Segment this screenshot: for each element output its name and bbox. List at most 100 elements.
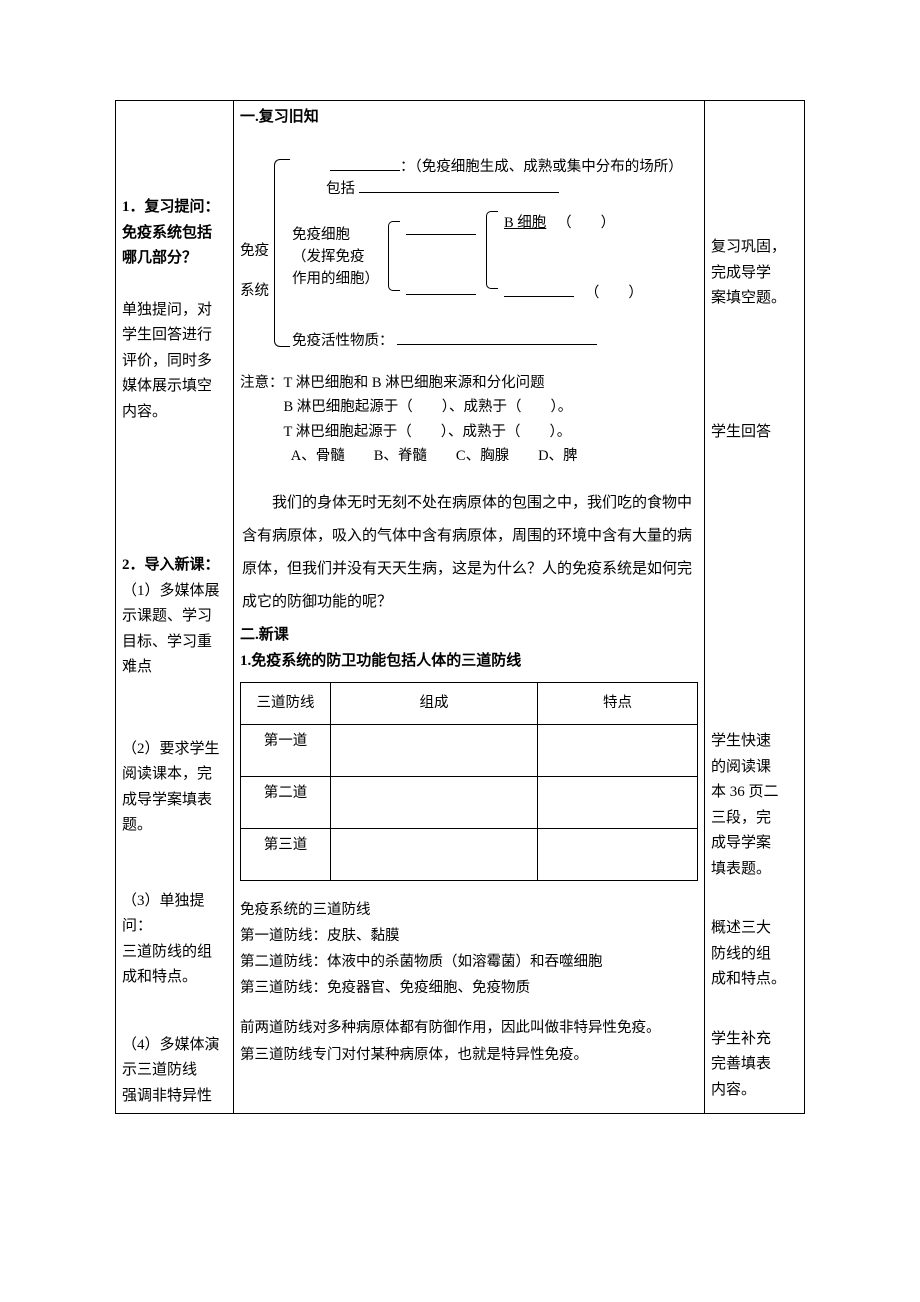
student-column: 复习巩固， 完成导学 案填空题。 学生回答 学生快速 的阅读课 本 36 页二 … [705, 101, 805, 1114]
cell-empty [331, 725, 538, 777]
q2b-line: 题。 [122, 813, 227, 839]
left-q2b: （2）要求学生 阅读课本，完 成导学案填表 题。 [122, 737, 227, 839]
diagram-cells-l3: 作用的细胞） [292, 267, 379, 292]
note-block: 注意：T 淋巴细胞和 B 淋巴细胞来源和分化问题 B 淋巴细胞起源于（ ）、成熟… [240, 371, 698, 470]
q2c-line: 成和特点。 [122, 965, 227, 991]
diagram-root-l1: 免疫 [240, 239, 269, 264]
q2d-line: 强调非特异性 [122, 1084, 227, 1110]
q2c-line: 三道防线的组 [122, 940, 227, 966]
q2a-line: （1）多媒体展 [122, 579, 227, 605]
r1-line: 完成导学 [711, 261, 798, 287]
blank-include [359, 178, 559, 193]
cell-empty [538, 829, 698, 881]
q2-title: 2．导入新课： [122, 553, 227, 579]
line-2: 第二道防线：体液中的杀菌物质（如溶霉菌）和吞噬细胞 [240, 949, 698, 975]
row-label: 第一道 [241, 725, 331, 777]
intro-paragraph: 我们的身体无时无刻不处在病原体的包围之中，我们吃的食物中含有病原体，吸入的气体中… [242, 487, 696, 619]
q1-title-line: 1．复习提问： [122, 195, 227, 221]
q1-note-line: 单独提问，对 [122, 298, 227, 324]
r5-line: 内容。 [711, 1078, 798, 1104]
r4-line: 防线的组 [711, 942, 798, 968]
r4-line: 概述三大 [711, 916, 798, 942]
q1-note-line: 内容。 [122, 400, 227, 426]
content-column: 一.复习旧知 免疫 系统 ：（免疫细胞生成、成熟或集中分布的场所） 包括 [234, 101, 705, 1114]
table-header: 三道防线 [241, 683, 331, 725]
right-r5: 学生补充 完善填表 内容。 [711, 1027, 798, 1104]
defense-lines-table: 三道防线 组成 特点 第一道 第二道 第三道 [240, 682, 698, 881]
r5-line: 完善填表 [711, 1052, 798, 1078]
q1-note-line: 评价，同时多 [122, 349, 227, 375]
r1-line: 复习巩固， [711, 235, 798, 261]
right-r2: 学生回答 [711, 420, 798, 446]
brace-icon [388, 221, 400, 291]
left-q2c: （3）单独提问： 三道防线的组 成和特点。 [122, 889, 227, 991]
note-b-line: B 淋巴细胞起源于（ ）、成熟于（ ）。 [240, 395, 698, 420]
r3-line: 三段，完 [711, 806, 798, 832]
brace-icon [486, 211, 498, 289]
defense-lines-text: 免疫系统的三道防线 第一道防线：皮肤、黏膜 第二道防线：体液中的杀菌物质（如溶霉… [240, 897, 698, 1001]
left-q2-title: 2．导入新课： （1）多媒体展 示课题、学习 目标、学习重 难点 [122, 553, 227, 681]
layout-table: 1．复习提问： 免疫系统包括 哪几部分？ 单独提问，对 学生回答进行 评价，同时… [115, 100, 805, 1114]
r1-line: 案填空题。 [711, 286, 798, 312]
q2d-line: （4）多媒体演 [122, 1033, 227, 1059]
table-header: 组成 [331, 683, 538, 725]
line-1: 第一道防线：皮肤、黏膜 [240, 923, 698, 949]
cell-empty [538, 777, 698, 829]
table-header: 特点 [538, 683, 698, 725]
q1-note-line: 学生回答进行 [122, 323, 227, 349]
diagram-root-l2: 系统 [240, 279, 269, 304]
diagram-cells-l1: 免疫细胞 [292, 223, 350, 248]
q2b-line: 阅读课本，完 [122, 762, 227, 788]
row-label: 第二道 [241, 777, 331, 829]
r2-line: 学生回答 [711, 420, 798, 446]
note-title: 注意：T 淋巴细胞和 B 淋巴细胞来源和分化问题 [240, 371, 698, 396]
blank-active-sub [397, 330, 597, 345]
blank-cell-type-2 [406, 279, 476, 304]
table-row: 第二道 [241, 777, 698, 829]
tail-text: 前两道防线对多种病原体都有防御作用，因此叫做非特异性免疫。 第三道防线专门对付某… [240, 1015, 698, 1067]
q2a-line: 目标、学习重 [122, 630, 227, 656]
diagram-top-row: ：（免疫细胞生成、成熟或集中分布的场所） [330, 155, 683, 180]
blank-cell-type-1 [406, 219, 476, 244]
b-cell-row: B 细胞 （ ） [504, 211, 615, 236]
note-t-line: T 淋巴细胞起源于（ ）、成熟于（ ）。 [240, 420, 698, 445]
q1-title-line: 免疫系统包括 [122, 221, 227, 247]
r4-line: 成和特点。 [711, 967, 798, 993]
q2c-line: （3）单独提问： [122, 889, 227, 940]
r3-line: 本 36 页二 [711, 780, 798, 806]
right-r1: 复习巩固， 完成导学 案填空题。 [711, 235, 798, 312]
left-q2d: （4）多媒体演 示三道防线 强调非特异性 [122, 1033, 227, 1110]
q1-title-line: 哪几部分？ [122, 246, 227, 272]
section-b1-heading: 1.免疫系统的防卫功能包括人体的三道防线 [240, 649, 698, 675]
teacher-column: 1．复习提问： 免疫系统包括 哪几部分？ 单独提问，对 学生回答进行 评价，同时… [116, 101, 234, 1114]
diagram-include: 包括 [326, 177, 559, 202]
r3-line: 的阅读课 [711, 755, 798, 781]
section-b-heading: 二.新课 [240, 623, 698, 649]
page: 1．复习提问： 免疫系统包括 哪几部分？ 单独提问，对 学生回答进行 评价，同时… [0, 0, 920, 1302]
immune-system-diagram: 免疫 系统 ：（免疫细胞生成、成熟或集中分布的场所） 包括 免疫细胞 （发挥免疫 [240, 151, 698, 361]
left-q1-title: 1．复习提问： 免疫系统包括 哪几部分？ [122, 195, 227, 272]
tail-1: 前两道防线对多种病原体都有防御作用，因此叫做非特异性免疫。 [240, 1015, 698, 1041]
table-row: 第三道 [241, 829, 698, 881]
tail-2: 第三道防线专门对付某种病原体，也就是特异性免疫。 [240, 1042, 698, 1068]
cell-empty [331, 777, 538, 829]
right-r3: 学生快速 的阅读课 本 36 页二 三段，完 成导学案 填表题。 [711, 729, 798, 882]
section-a-heading: 一.复习旧知 [240, 105, 698, 131]
blank-cell-sub-2: （ ） [504, 281, 643, 306]
blank-organ [330, 156, 400, 171]
q2a-line: 难点 [122, 655, 227, 681]
cell-empty [538, 725, 698, 777]
line-3: 第三道防线：免疫器官、免疫细胞、免疫物质 [240, 975, 698, 1001]
lines-title: 免疫系统的三道防线 [240, 897, 698, 923]
b-cell-label: B 细胞 [504, 215, 546, 231]
q2a-line: 示课题、学习 [122, 604, 227, 630]
diagram-active-sub: 免疫活性物质： [292, 329, 597, 354]
q2b-line: 成导学案填表 [122, 788, 227, 814]
r5-line: 学生补充 [711, 1027, 798, 1053]
row-label: 第三道 [241, 829, 331, 881]
q1-note-line: 媒体展示填空 [122, 374, 227, 400]
diagram-cells-l2: （发挥免疫 [292, 245, 365, 270]
r3-line: 学生快速 [711, 729, 798, 755]
q2d-line: 示三道防线 [122, 1058, 227, 1084]
q2b-line: （2）要求学生 [122, 737, 227, 763]
